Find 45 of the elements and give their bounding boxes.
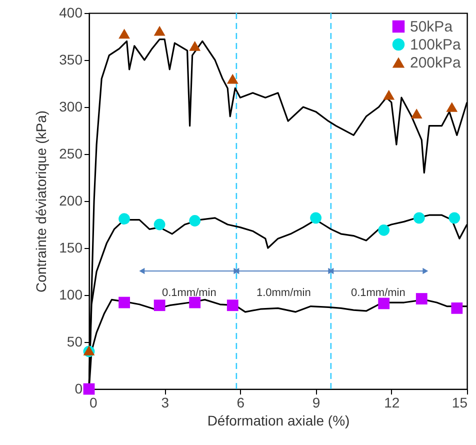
point [189,215,201,226]
point [410,108,422,119]
x-axis-title: Déformation axiale (%) [207,412,350,428]
point [189,40,201,51]
y-tick-label: 400 [59,4,83,20]
x-tick-label: 9 [312,394,320,410]
y-tick-label: 250 [59,146,83,162]
y-tick-label: 200 [59,192,83,208]
x-tick-label: 3 [161,394,170,410]
y-tick-label: 350 [59,52,83,68]
point [118,213,130,225]
point [448,212,460,224]
point [154,300,166,312]
y-axis-title: Contrainte déviatorique (kPa) [33,110,50,293]
y-tick-label: 150 [59,240,83,256]
point [446,102,458,112]
point [310,212,322,224]
point [383,90,395,100]
legend-label: 200kPa [410,54,462,72]
point [118,296,130,308]
x-tick-label: 6 [236,394,245,410]
annotation: 0.1mm/min [162,287,216,299]
point [378,298,390,310]
point [189,296,201,308]
y-tick-label: 0 [74,380,83,396]
y-tick-label: 50 [66,334,83,350]
point [451,302,463,314]
point [226,300,238,312]
point [378,224,390,236]
point [226,74,238,84]
y-tick-label: 100 [59,286,83,302]
annotation: 0.1mm/min [350,287,406,299]
point [83,383,95,395]
point [413,212,425,224]
annotation: 1.0mm/min [256,287,311,299]
point [154,218,166,230]
legend-label: 100kPa [410,36,462,54]
y-tick-label: 300 [59,98,83,114]
point [416,293,428,304]
point [154,26,166,36]
x-tick-label: 12 [384,394,400,410]
x-tick-label: 0 [90,394,98,410]
point [118,28,130,39]
x-tick-label: 15 [452,394,468,410]
legend-label: 50kPa [410,18,454,36]
